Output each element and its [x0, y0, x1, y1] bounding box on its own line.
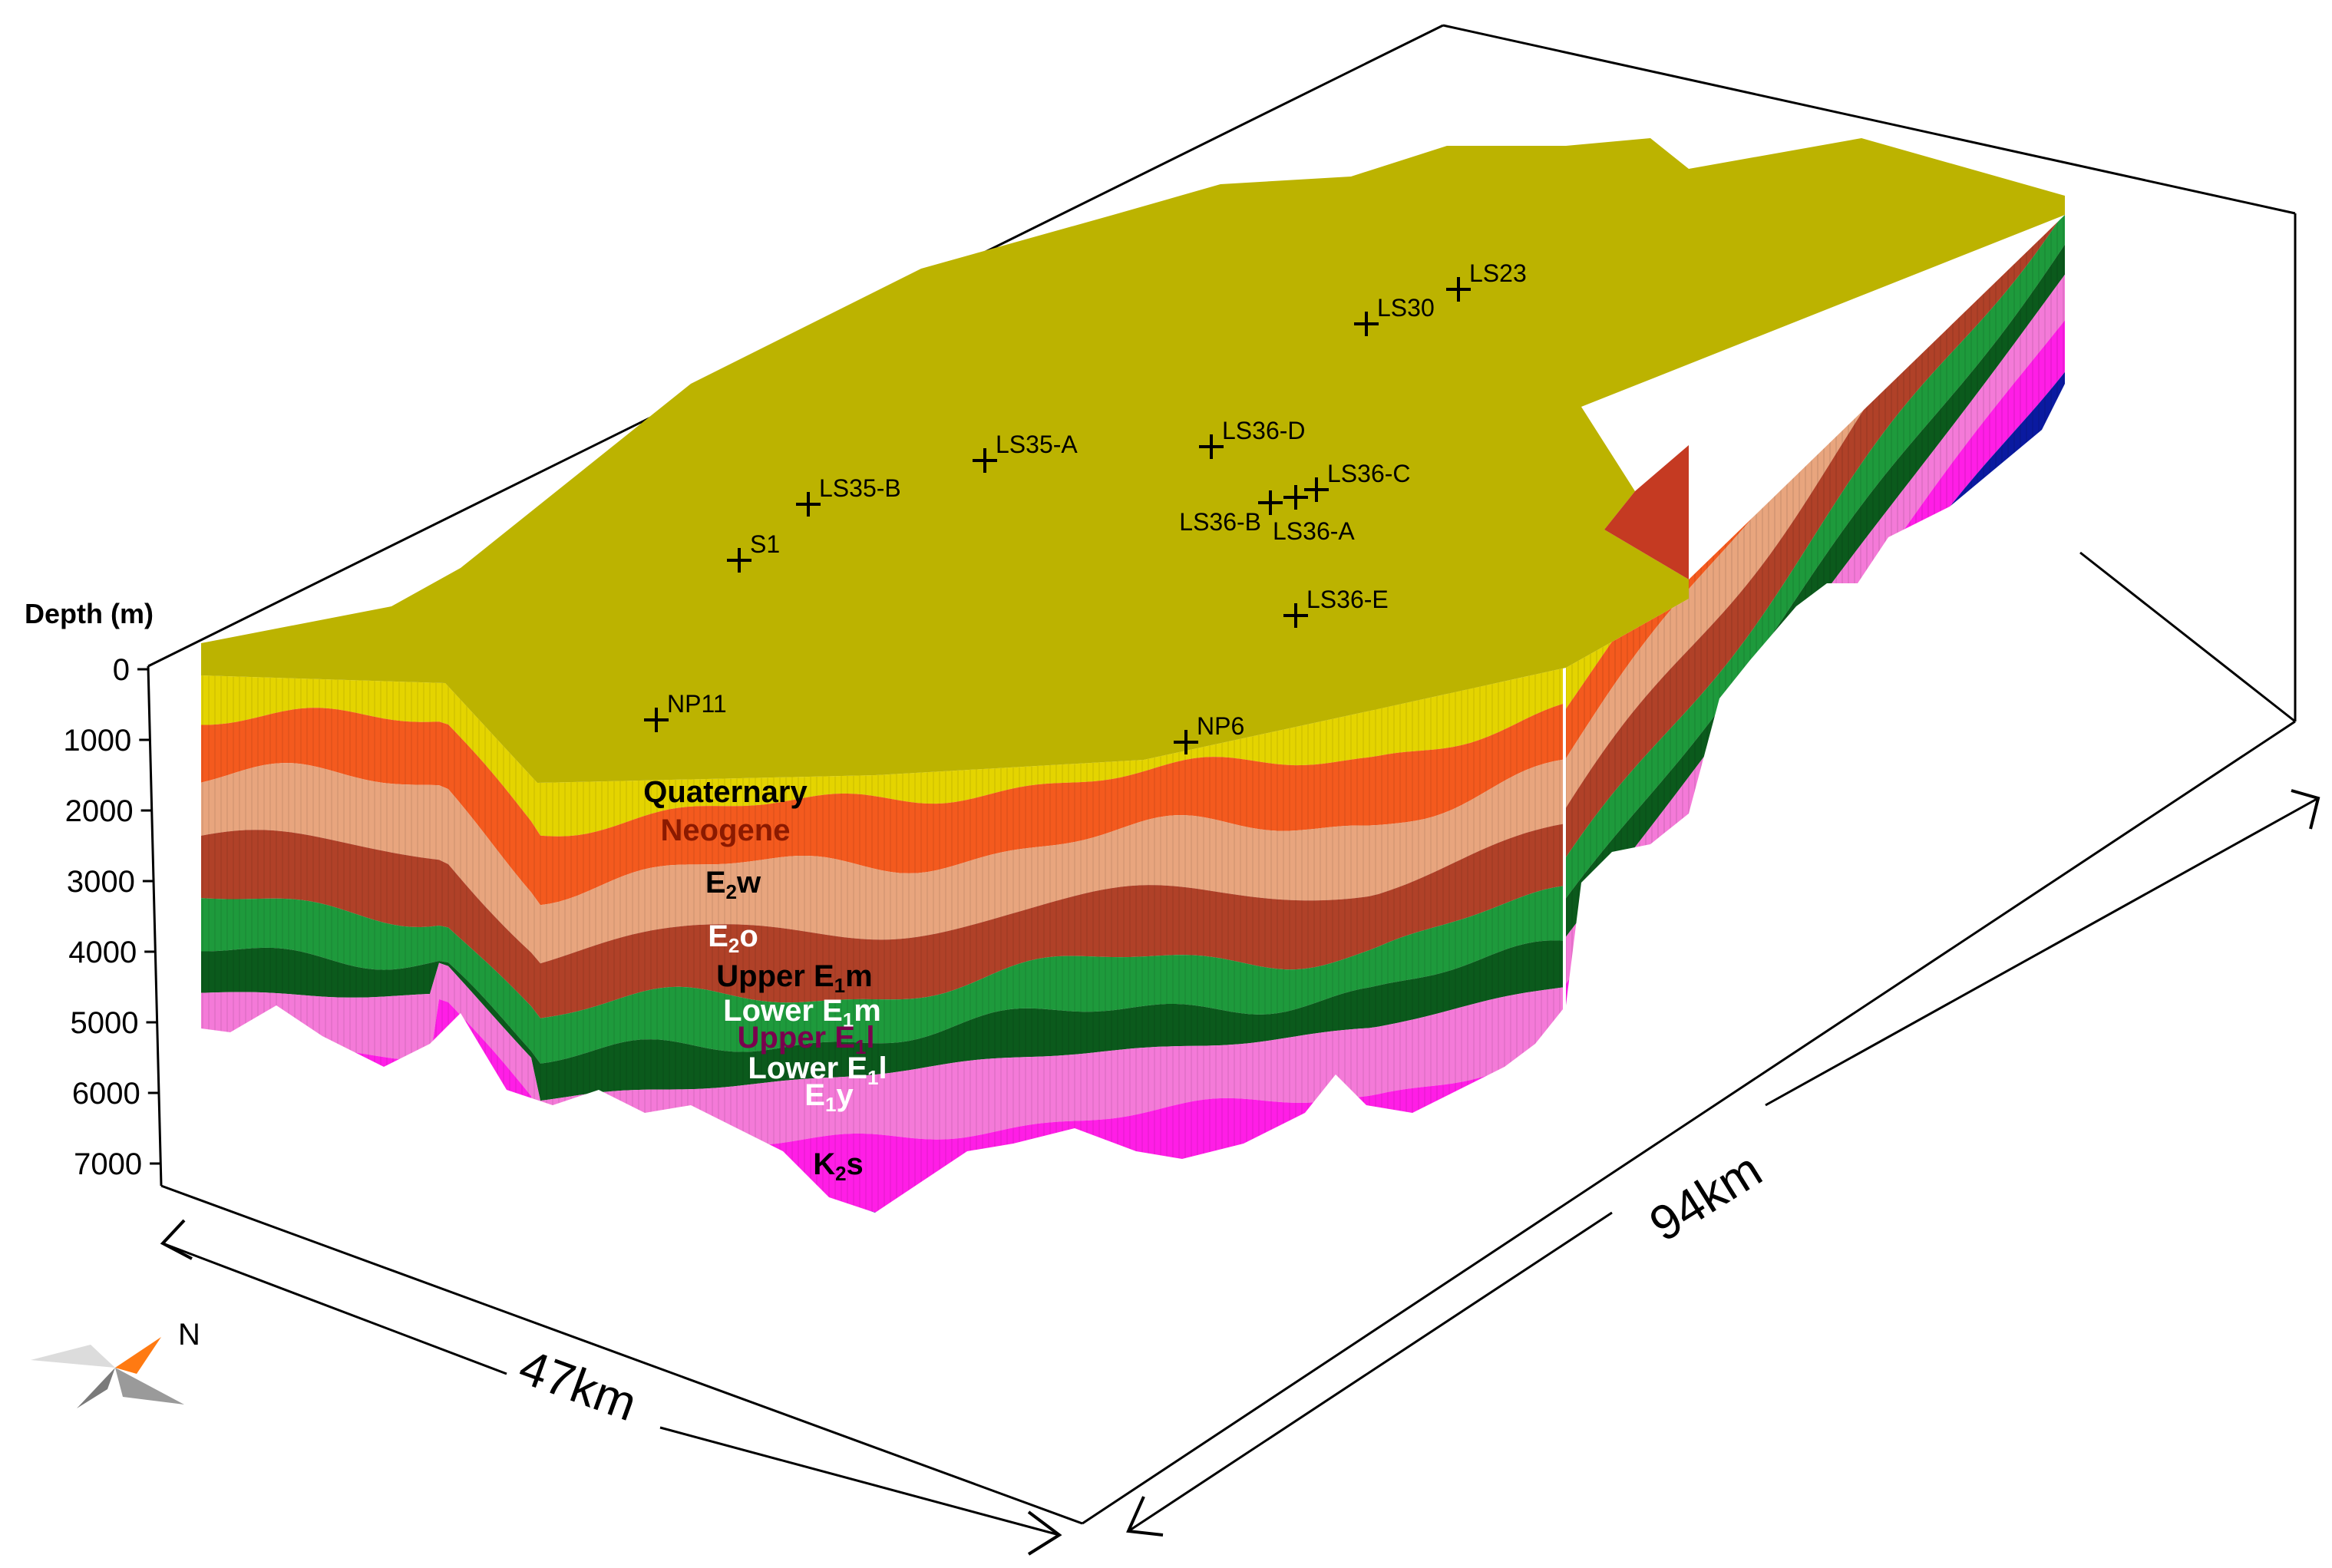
stratum-lower-e1m [201, 940, 1563, 1101]
depth-tick-label: 1000 [63, 724, 131, 758]
well-marker-ls36-d: LS36-D [1199, 417, 1306, 459]
compass-south-arrow [77, 1368, 115, 1408]
well-label: NP11 [667, 690, 727, 718]
depth-tick-label: 2000 [65, 794, 134, 828]
model-top-surface [201, 138, 2065, 783]
stratum-e2w [201, 759, 1563, 964]
compass-east-arrow [115, 1368, 184, 1405]
well-marker-ls35-a: LS35-A [973, 431, 1078, 473]
well-label: LS36-B [1179, 508, 1261, 536]
stratum-neogene [201, 703, 1563, 906]
depth-tick-label: 7000 [74, 1147, 142, 1181]
layer-label-e2o: E2o [708, 919, 758, 957]
depth-tick-label: 4000 [68, 936, 137, 969]
depth-axis-title: Depth (m) [25, 598, 154, 629]
depth-tick-label: 3000 [67, 865, 135, 899]
well-marker-np11: NP11 [644, 690, 727, 732]
well-label: LS30 [1377, 294, 1435, 322]
well-marker-ls35-b: LS35-B [796, 474, 901, 517]
model-notch-ledge [1604, 445, 1689, 579]
well-label: LS36-A [1273, 517, 1355, 545]
well-marker-ls30: LS30 [1354, 294, 1435, 336]
compass-west-arrow [31, 1345, 115, 1368]
well-label: LS36-C [1327, 460, 1411, 487]
depth-tick-label: 5000 [71, 1006, 139, 1040]
stratum-e2o [201, 824, 1563, 1018]
dimension-width: 47km [160, 1219, 1062, 1556]
well-marker-ls36-c: LS36-C [1304, 460, 1411, 502]
depth-tick-label: 0 [113, 653, 130, 687]
well-marker-np6: NP6 [1174, 712, 1244, 754]
layer-label-e1y: E1y [804, 1078, 854, 1116]
well-marker-s1: S1 [727, 530, 780, 573]
depth-tick-label: 6000 [72, 1077, 140, 1111]
well-label: LS36-E [1306, 586, 1389, 613]
well-markers: LS23 LS30 LS36-D LS35-A LS35-B LS36-C LS36-B LS… [644, 259, 1527, 754]
well-marker-ls36-e: LS36-E [1283, 586, 1389, 628]
compass-north-label: N [178, 1318, 200, 1352]
well-label: LS35-A [996, 431, 1078, 458]
well-marker-ls36-b: LS36-B [1179, 490, 1283, 536]
well-marker-ls36-a: LS36-A [1273, 485, 1355, 545]
layer-label-upper-e1l: Upper E1l [738, 1021, 875, 1058]
well-marker-ls23: LS23 [1446, 259, 1527, 302]
layer-label-lower-e1l: Lower E1l [748, 1051, 887, 1089]
width-dimension-label: 47km [512, 1339, 644, 1431]
depth-axis: Depth (m) 0 1000 2000 3000 4000 5000 6000 7000 [25, 598, 161, 1181]
well-label: LS36-D [1222, 417, 1306, 444]
layer-label-quaternary: Quaternary [643, 775, 808, 809]
well-label: LS23 [1469, 259, 1527, 287]
side-stratum-lower-e1m [1566, 239, 2065, 942]
layer-label-upper-e1m: Upper E1m [716, 959, 872, 997]
layer-label-neogene: Neogene [661, 814, 791, 847]
layer-label-lower-e1m: Lower E1m [723, 994, 881, 1032]
layer-label-k2s: K2s [813, 1147, 864, 1185]
well-label: NP6 [1197, 712, 1244, 740]
bounding-box-front [147, 665, 2296, 1525]
compass-north-arrow [115, 1337, 161, 1374]
stratum-upper-e1m [201, 886, 1563, 1064]
layer-label-e2w: E2w [705, 866, 761, 903]
stratum-quaternary [201, 668, 1563, 837]
well-label: LS35-B [819, 474, 901, 502]
side-stratum-upper-e1m [1566, 215, 2065, 904]
north-compass: N [31, 1318, 200, 1408]
well-label: S1 [750, 530, 780, 558]
length-dimension-label: 94km [1640, 1141, 1771, 1252]
